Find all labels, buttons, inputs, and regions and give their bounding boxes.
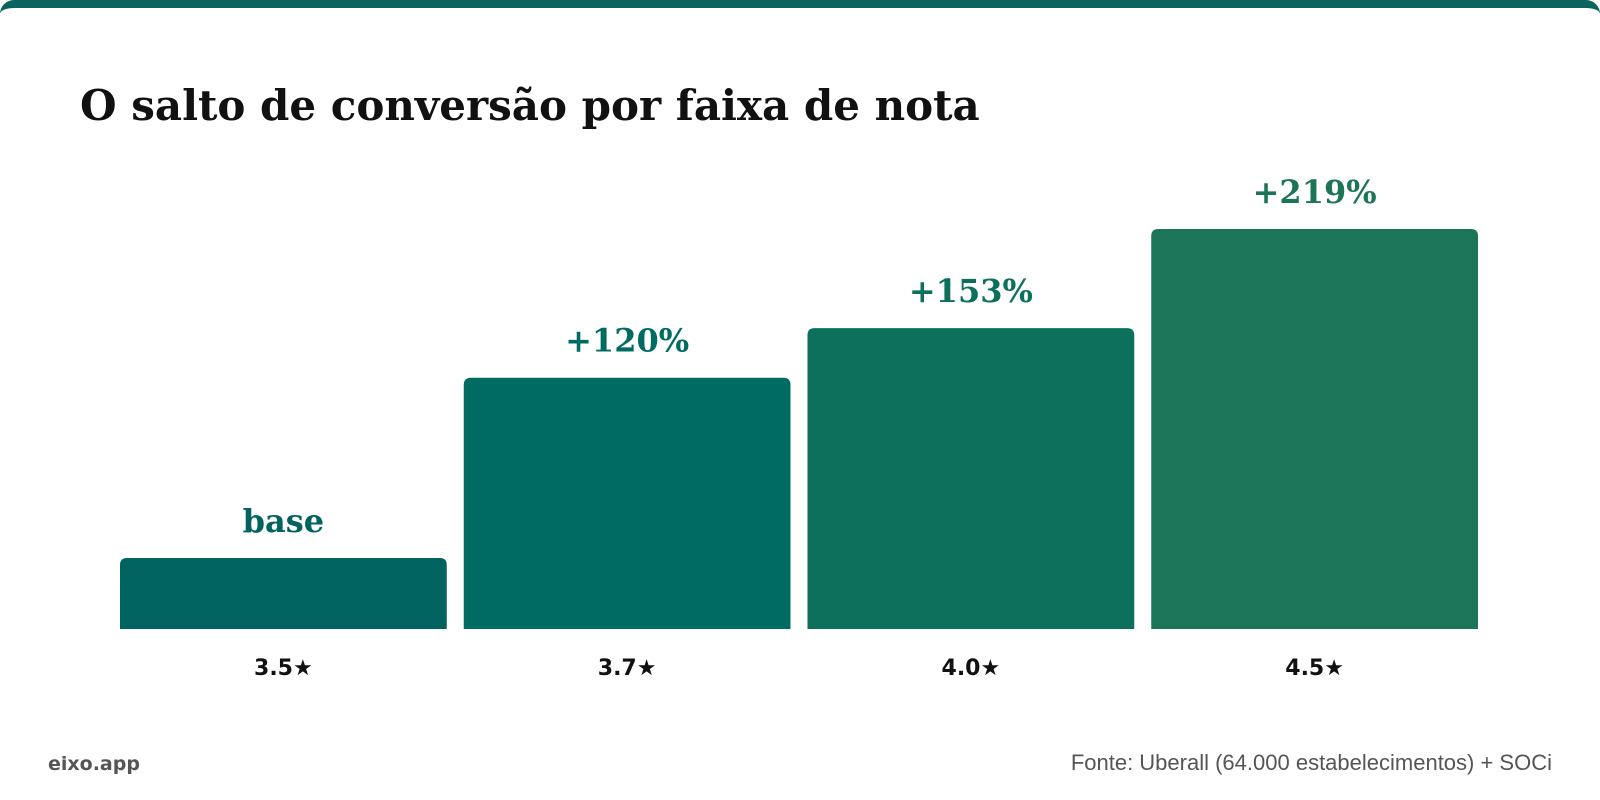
value-label: base [243,502,324,540]
value-label: +120% [565,322,689,360]
bar [1151,229,1478,629]
bar [463,377,791,629]
bar [807,328,1135,629]
x-tick-label: 3.7★ [598,656,657,681]
value-label: +219% [1253,173,1377,211]
x-tick-label: 3.5★ [254,656,313,681]
chart-title: O salto de conversão por faixa de nota [80,81,980,130]
x-tick-label: 4.0★ [942,656,1001,681]
value-label: +153% [909,272,1033,310]
source-note: Fonte: Uberall (64.000 estabelecimentos)… [1071,750,1552,775]
x-tick-label: 4.5★ [1285,656,1344,681]
brand: eixo.app [48,753,140,775]
chart: O salto de conversão por faixa de nota e… [48,81,1552,775]
bar [120,558,447,629]
